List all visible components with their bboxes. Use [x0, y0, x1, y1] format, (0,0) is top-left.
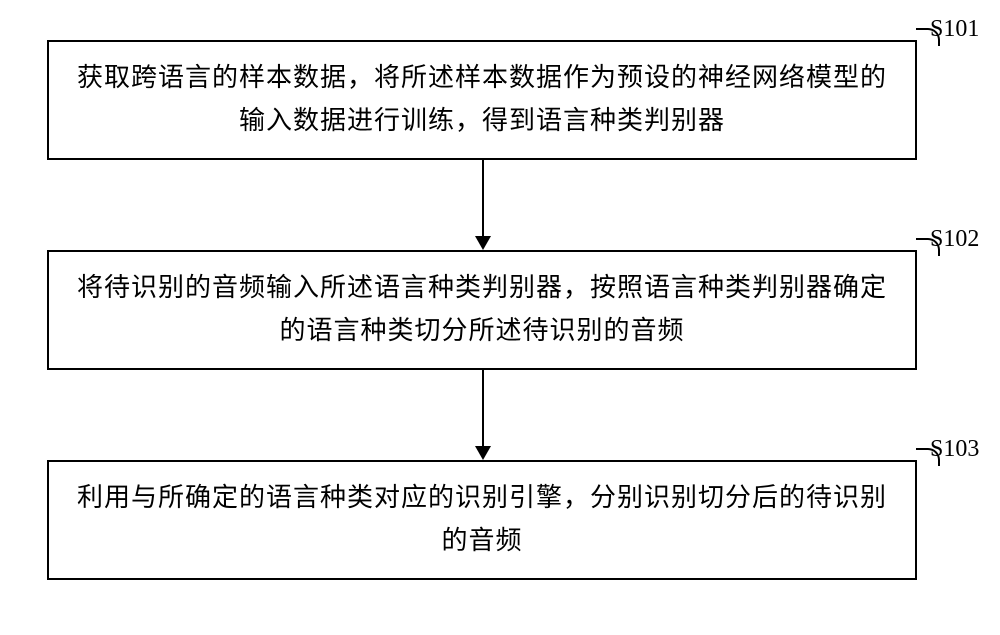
step-3-text: 利用与所确定的语言种类对应的识别引擎，分别识别切分后的待识别的音频: [73, 477, 891, 563]
step-2-label: S102: [930, 226, 979, 253]
arrow-1-line: [482, 160, 484, 236]
arrow-2-line: [482, 370, 484, 446]
arrow-1-head: [475, 236, 491, 250]
step-1-label: S101: [930, 16, 979, 43]
flowchart-step-1: 获取跨语言的样本数据，将所述样本数据作为预设的神经网络模型的输入数据进行训练，得…: [47, 40, 917, 160]
step-3-label: S103: [930, 436, 979, 463]
step-1-text: 获取跨语言的样本数据，将所述样本数据作为预设的神经网络模型的输入数据进行训练，得…: [73, 57, 891, 143]
arrow-2-head: [475, 446, 491, 460]
step-2-text: 将待识别的音频输入所述语言种类判别器，按照语言种类判别器确定的语言种类切分所述待…: [73, 267, 891, 353]
flowchart-step-3: 利用与所确定的语言种类对应的识别引擎，分别识别切分后的待识别的音频: [47, 460, 917, 580]
flowchart-step-2: 将待识别的音频输入所述语言种类判别器，按照语言种类判别器确定的语言种类切分所述待…: [47, 250, 917, 370]
